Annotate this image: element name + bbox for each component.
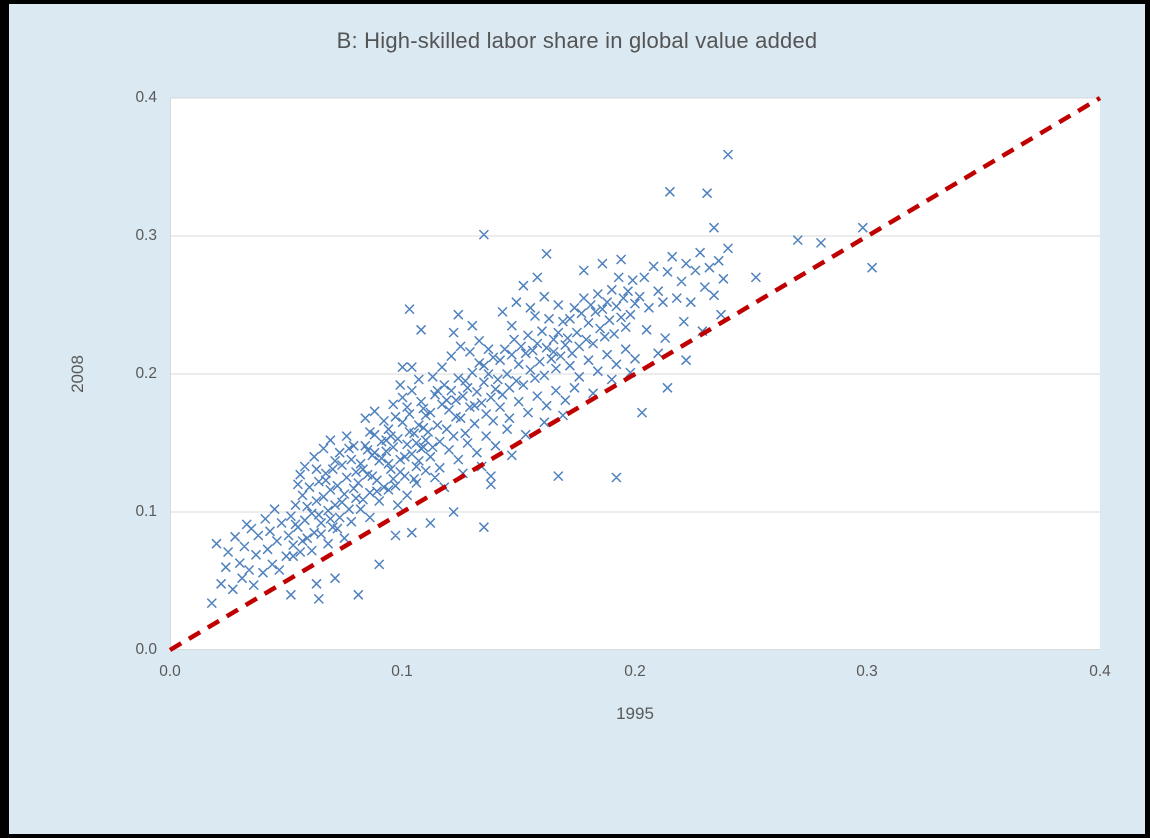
plot-area (168, 96, 1102, 652)
y-tick-label-0.1: 0.1 (135, 503, 157, 520)
y-tick-label-0.3: 0.3 (135, 227, 157, 244)
x-tick-label-0.2: 0.2 (624, 663, 646, 680)
y-tick-label-0.2: 0.2 (135, 365, 157, 382)
x-axis-title: 1995 (616, 704, 654, 723)
y-tick-label-0.0: 0.0 (135, 641, 157, 658)
x-tick-label-0.1: 0.1 (391, 663, 413, 680)
chart-canvas: B: High-skilled labor share in global va… (9, 4, 1145, 834)
x-tick-label-0.3: 0.3 (856, 663, 878, 680)
x-tick-label-0.0: 0.0 (159, 663, 181, 680)
x-tick-label-0.4: 0.4 (1089, 663, 1111, 680)
scatter-plot-canvas (168, 96, 1102, 652)
y-axis-title: 2008 (68, 355, 87, 393)
chart-title: B: High-skilled labor share in global va… (336, 28, 818, 53)
y-tick-label-0.4: 0.4 (135, 89, 157, 106)
